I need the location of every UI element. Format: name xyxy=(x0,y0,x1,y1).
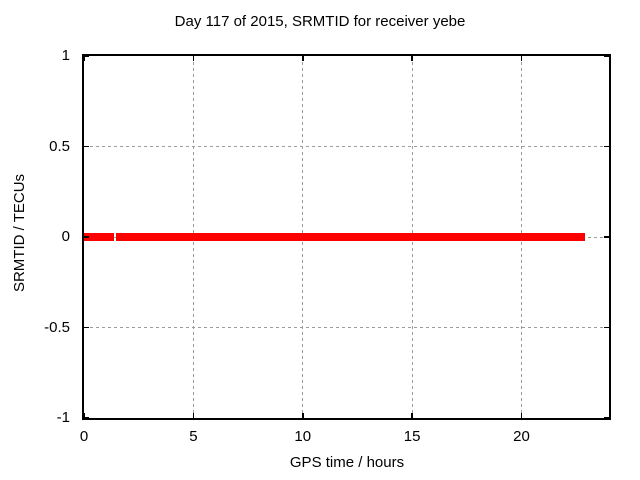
y-tick-right xyxy=(604,55,609,57)
y-tick-label: -1 xyxy=(56,409,70,426)
x-tick-label: 10 xyxy=(294,428,312,445)
y-tick-left xyxy=(84,417,89,419)
y-tick-label: -0.5 xyxy=(44,318,70,336)
y-tick-left xyxy=(84,55,89,57)
y-tick-left xyxy=(84,145,89,148)
y-tick-right xyxy=(604,417,609,419)
x-tick-label: 15 xyxy=(403,428,421,445)
x-tick-label: 0 xyxy=(79,428,89,445)
x-tick-top xyxy=(192,56,195,61)
x-tick-bottom xyxy=(192,413,195,418)
gridline-horizontal xyxy=(84,146,609,147)
chart-title: Day 117 of 2015, SRMTID for receiver yeb… xyxy=(174,13,466,30)
y-tick-left xyxy=(84,236,89,238)
y-tick-right xyxy=(604,236,609,238)
x-tick-bottom xyxy=(411,413,413,418)
gridline-horizontal xyxy=(84,327,609,328)
x-tick-bottom xyxy=(83,413,85,418)
x-tick-top xyxy=(302,56,304,61)
x-tick-bottom xyxy=(520,413,523,418)
x-axis-label: GPS time / hours xyxy=(289,454,405,471)
data-series-line xyxy=(115,233,585,241)
x-tick-label: 5 xyxy=(189,428,198,445)
x-tick-top xyxy=(83,56,85,61)
y-tick-label: 0.5 xyxy=(49,137,70,155)
y-tick-label: 1 xyxy=(61,47,70,64)
x-tick-top xyxy=(520,56,523,61)
x-tick-bottom xyxy=(302,413,304,418)
y-tick-left xyxy=(84,326,89,329)
data-series-line xyxy=(84,233,114,241)
x-tick-top xyxy=(411,56,413,61)
plot-area-border xyxy=(82,54,611,420)
y-tick-label: 0 xyxy=(61,228,70,245)
y-tick-right xyxy=(604,145,609,148)
x-tick-label: 20 xyxy=(513,428,530,445)
y-tick-right xyxy=(604,326,609,329)
